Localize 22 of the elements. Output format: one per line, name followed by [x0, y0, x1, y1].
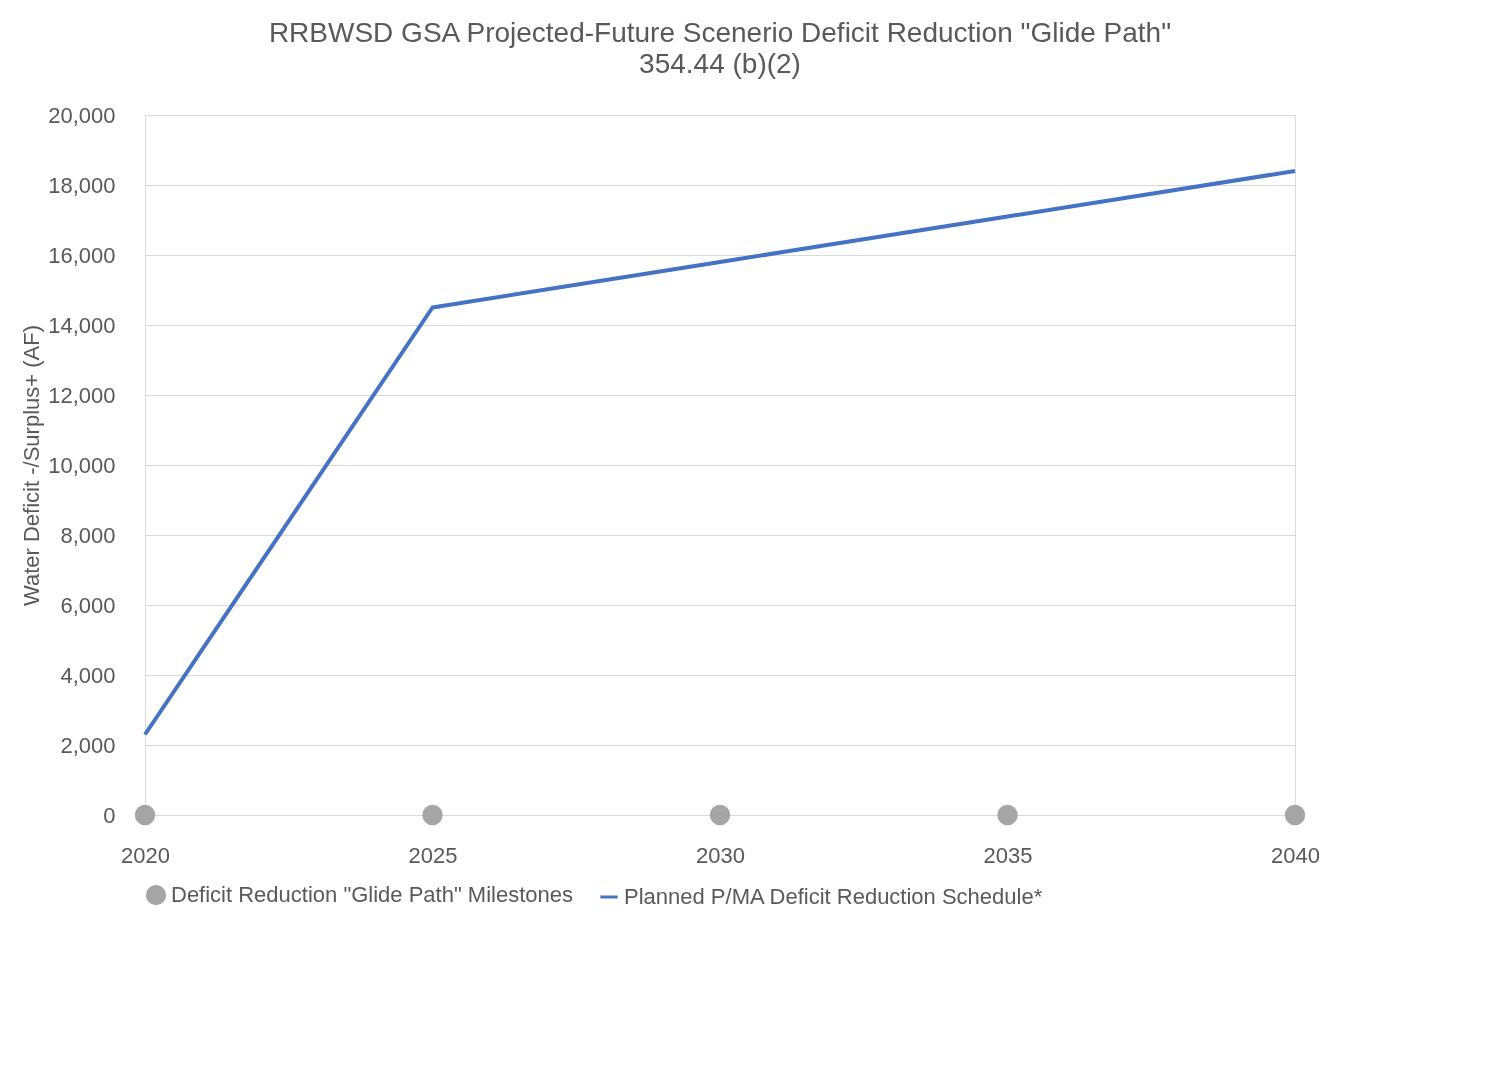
- y-tick-label: 18,000: [48, 172, 116, 198]
- y-tick-label: 10,000: [48, 452, 116, 478]
- x-tick-label: 2020: [121, 842, 170, 868]
- y-axis-title: Water Deficit -/Surplus+ (AF): [19, 325, 45, 606]
- y-tick-label: 4,000: [60, 662, 116, 688]
- y-tick-label: 2,000: [60, 732, 116, 758]
- y-tick-label: 20,000: [48, 102, 116, 128]
- legend-label: Deficit Reduction "Glide Path" Milestones: [171, 882, 574, 908]
- x-tick-label: 2035: [983, 842, 1033, 868]
- y-tick-label: 0: [103, 802, 116, 828]
- legend-label: Planned P/MA Deficit Reduction Schedule*: [624, 884, 1043, 909]
- y-tick-label: 8,000: [60, 522, 116, 548]
- y-tick-label: 12,000: [48, 382, 116, 408]
- chart-subtitle: 354.44 (b)(2): [639, 48, 801, 79]
- y-tick-label: 14,000: [48, 312, 116, 338]
- x-tick-label: 2025: [408, 842, 458, 868]
- y-tick-label: 6,000: [60, 592, 116, 618]
- x-tick-label: 2030: [696, 842, 745, 868]
- line-series: [143, 169, 1297, 737]
- x-tick-label: 2040: [1271, 842, 1320, 868]
- chart-title: RRBWSD GSA Projected-Future Scenerio Deficit Reduction "Glide Path": [268, 17, 1172, 48]
- y-tick-label: 16,000: [48, 242, 116, 268]
